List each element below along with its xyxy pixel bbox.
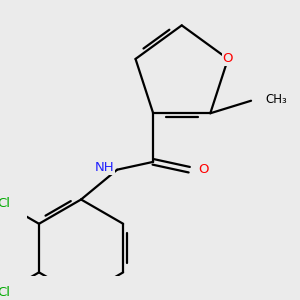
Text: Cl: Cl (0, 197, 11, 210)
Text: NH: NH (94, 161, 114, 174)
Text: CH₃: CH₃ (265, 93, 287, 106)
Text: O: O (199, 163, 209, 176)
Text: O: O (223, 52, 233, 65)
Text: Cl: Cl (0, 286, 11, 299)
